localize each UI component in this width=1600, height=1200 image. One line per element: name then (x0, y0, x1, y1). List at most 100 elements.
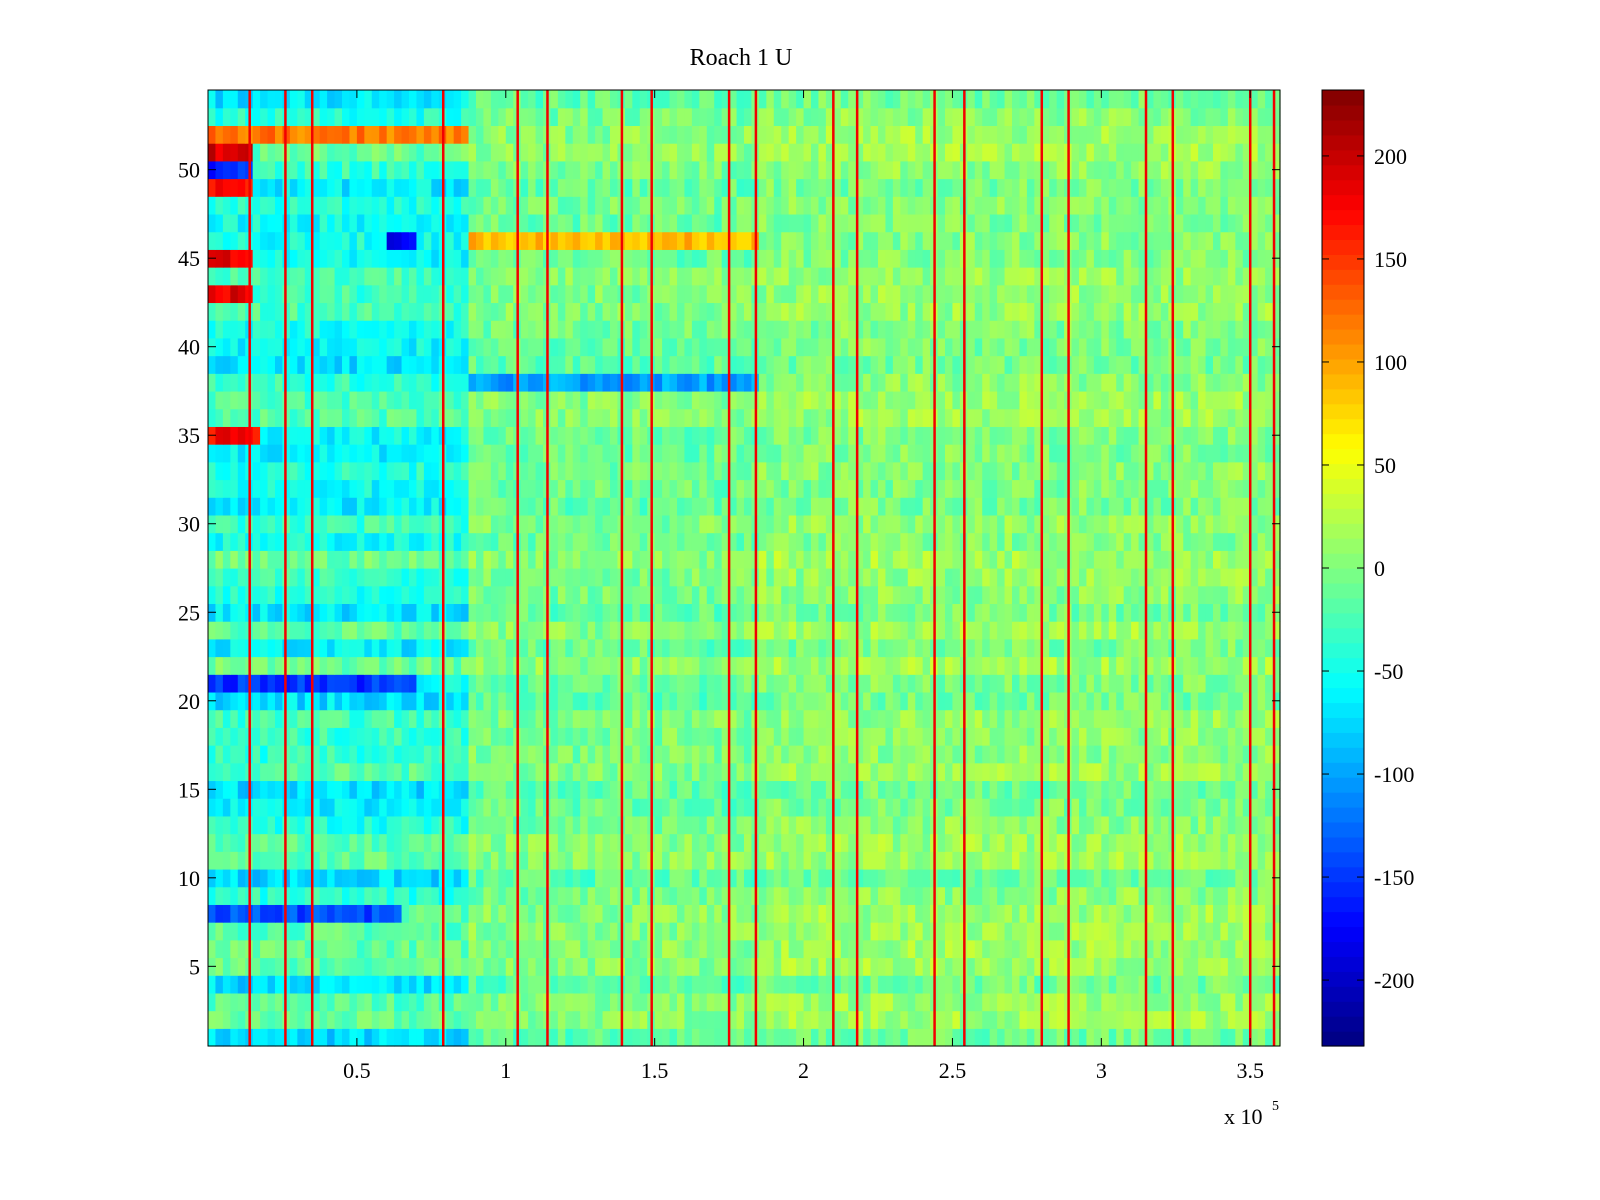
heatmap-cell (706, 762, 715, 782)
heatmap-cell (1034, 833, 1043, 852)
heatmap-cell (446, 851, 455, 870)
heatmap-cell (1257, 550, 1266, 569)
heatmap-cell (401, 603, 410, 622)
heatmap-cell (811, 656, 820, 675)
heatmap-cell (498, 674, 507, 693)
heatmap-cell (1213, 745, 1222, 764)
heatmap-cell (1213, 762, 1222, 782)
heatmap-cell (468, 957, 477, 976)
heatmap-cell (1242, 904, 1251, 923)
heatmap-cell (1175, 780, 1184, 799)
heatmap-cell (1265, 975, 1274, 994)
heatmap-cell (446, 868, 455, 888)
heatmap-cell (677, 922, 686, 941)
heatmap-cell (476, 727, 485, 746)
heatmap-cell (989, 585, 998, 604)
heatmap-cell (714, 939, 723, 959)
heatmap-cell (654, 426, 663, 445)
heatmap-cell (1079, 461, 1088, 481)
heatmap-cell (684, 939, 693, 959)
heatmap-cell (267, 674, 276, 693)
heatmap-cell (565, 550, 574, 569)
heatmap-cell (409, 975, 418, 994)
heatmap-cell (1146, 851, 1155, 870)
heatmap-cell (297, 709, 306, 728)
heatmap-cell (900, 780, 909, 799)
heatmap-cell (714, 461, 723, 481)
heatmap-cell (1086, 568, 1095, 587)
heatmap-cell (319, 550, 328, 569)
heatmap-cell (1198, 514, 1207, 534)
heatmap-cell (1071, 497, 1080, 516)
heatmap-cell (781, 727, 790, 746)
heatmap-cell (654, 691, 663, 711)
heatmap-cell (654, 621, 663, 640)
heatmap-cell (342, 479, 351, 498)
heatmap-cell (773, 603, 782, 622)
heatmap-cell (758, 709, 767, 728)
heatmap-cell (237, 426, 246, 445)
heatmap-cell (431, 780, 440, 799)
heatmap-cell (416, 532, 425, 551)
heatmap-cell (476, 656, 485, 675)
heatmap-cell (974, 603, 983, 622)
heatmap-cell (736, 585, 745, 604)
heatmap-cell (379, 762, 388, 782)
heatmap-cell (394, 709, 403, 728)
heatmap-cell (401, 868, 410, 888)
heatmap-cell (267, 550, 276, 569)
heatmap-cell (490, 426, 499, 445)
heatmap-cell (215, 603, 224, 622)
heatmap-cell (371, 514, 380, 534)
heatmap-cell (773, 656, 782, 675)
heatmap-cell (684, 585, 693, 604)
heatmap-cell (446, 1028, 455, 1047)
heatmap-cell (319, 922, 328, 941)
heatmap-cell (766, 868, 775, 888)
heatmap-cell (1116, 886, 1125, 905)
heatmap-cell (803, 444, 812, 463)
heatmap-cell (528, 1028, 537, 1047)
heatmap-cell (498, 815, 507, 835)
heatmap-cell (624, 815, 633, 835)
heatmap-cell (289, 444, 298, 463)
heatmap-cell (736, 833, 745, 852)
heatmap-cell (669, 514, 678, 534)
heatmap-cell (580, 568, 589, 587)
heatmap-cell (327, 992, 336, 1012)
heatmap-cell (662, 833, 671, 852)
heatmap-cell (1049, 833, 1058, 852)
heatmap-cell (1041, 568, 1050, 587)
heatmap-cell (982, 1010, 991, 1029)
heatmap-cell (1250, 1010, 1259, 1029)
heatmap-cell (1146, 691, 1155, 711)
heatmap-cell (706, 568, 715, 587)
heatmap-cell (922, 957, 931, 976)
heatmap-cell (1101, 780, 1110, 799)
heatmap-cell (1056, 638, 1065, 658)
heatmap-cell (997, 656, 1006, 675)
heatmap-cell (468, 514, 477, 534)
heatmap-cell (1250, 975, 1259, 994)
heatmap-cell (1183, 780, 1192, 799)
heatmap-cell (937, 780, 946, 799)
heatmap-cell (840, 444, 849, 463)
heatmap-cell (773, 886, 782, 905)
heatmap-cell (595, 868, 604, 888)
heatmap-cell (714, 886, 723, 905)
heatmap-cell (1056, 886, 1065, 905)
heatmap-cell (825, 762, 834, 782)
heatmap-cell (1101, 514, 1110, 534)
heatmap-cell (319, 461, 328, 481)
heatmap-cell (505, 833, 514, 852)
heatmap-cell (1242, 568, 1251, 587)
heatmap-cell (342, 638, 351, 658)
heatmap-cell (349, 992, 358, 1012)
heatmap-cell (1093, 886, 1102, 905)
heatmap-cell (1190, 975, 1199, 994)
heatmap-cell (1205, 992, 1214, 1012)
heatmap-cell (557, 585, 566, 604)
heatmap-cell (401, 532, 410, 551)
heatmap-cell (356, 975, 365, 994)
heatmap-cell (468, 1010, 477, 1029)
